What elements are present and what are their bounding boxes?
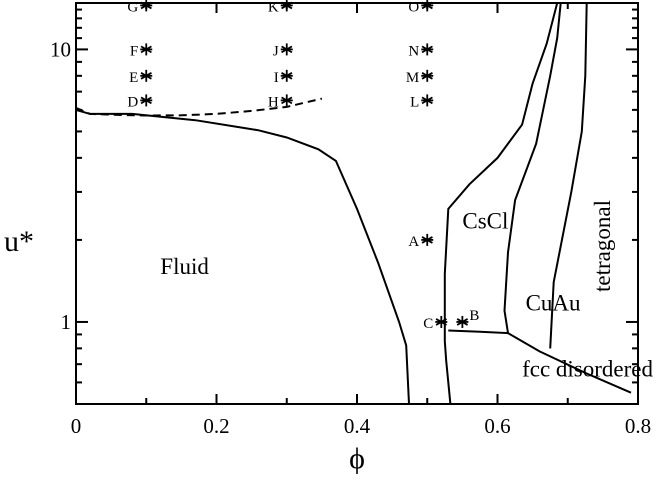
state-point-n: N <box>408 43 434 59</box>
y-tick-label: 10 <box>50 37 71 61</box>
state-point-label: C <box>423 316 433 332</box>
x-tick-label: 0.8 <box>625 414 651 438</box>
state-point-o: O <box>408 0 434 15</box>
phase-boundary-4 <box>448 2 562 335</box>
region-label: fcc disordered <box>522 357 653 382</box>
x-tick-label: 0.6 <box>484 414 510 438</box>
state-point-h: H <box>268 94 293 110</box>
state-point-label: D <box>127 94 138 110</box>
state-point-e: E <box>129 69 153 86</box>
state-point-l: L <box>410 94 434 110</box>
state-points: A B C DEF G HIJ K LMN O <box>127 0 479 332</box>
y-axis-label: u* <box>4 225 34 258</box>
state-point-label: H <box>268 94 279 110</box>
state-point-a: A <box>408 233 434 250</box>
x-tick-label: 0.2 <box>203 414 229 438</box>
state-point-label: J <box>273 43 279 59</box>
state-point-j: J <box>273 43 293 59</box>
state-point-f: F <box>130 43 153 59</box>
state-point-label: M <box>406 70 419 86</box>
state-point-label: O <box>408 0 419 15</box>
state-point-m: M <box>406 69 434 86</box>
phase-boundary-1 <box>75 108 410 405</box>
state-point-d: D <box>127 94 153 110</box>
axis-ticks: 0 0.2 0.4 0.6 0.8 1 10 <box>50 3 651 438</box>
state-point-label: B <box>469 308 479 324</box>
state-point-label: N <box>408 43 419 59</box>
region-label: Fluid <box>160 254 209 279</box>
plot-frame <box>75 2 639 405</box>
x-axis-label: ϕ <box>349 442 365 474</box>
state-point-label: I <box>274 70 279 86</box>
state-point-label: F <box>130 43 138 59</box>
state-point-c: C <box>423 315 448 332</box>
state-point-g: G <box>127 0 153 15</box>
state-point-label: E <box>129 70 138 86</box>
region-label: CsCl <box>462 209 508 234</box>
state-point-b: B <box>456 308 479 328</box>
state-point-k: K <box>268 0 293 15</box>
region-label: tetragonal <box>590 200 615 292</box>
state-point-label: L <box>410 94 419 110</box>
x-tick-label: 0.4 <box>344 414 371 438</box>
state-point-label: A <box>408 234 419 250</box>
region-label: CuAu <box>526 291 581 316</box>
phase-boundary-2 <box>75 97 323 117</box>
y-tick-label: 1 <box>61 310 72 334</box>
phase-boundary-5 <box>549 2 588 349</box>
region-labels: Fluid CsCl CuAu tetragonal fcc disordered <box>160 200 653 382</box>
state-point-label: G <box>127 0 138 15</box>
x-tick-label: 0 <box>71 414 82 438</box>
phase-boundary-3 <box>443 2 559 405</box>
state-point-label: K <box>268 0 279 15</box>
phase-boundaries <box>75 2 632 405</box>
state-point-i: I <box>274 69 293 86</box>
phase-boundary-6 <box>507 332 632 394</box>
